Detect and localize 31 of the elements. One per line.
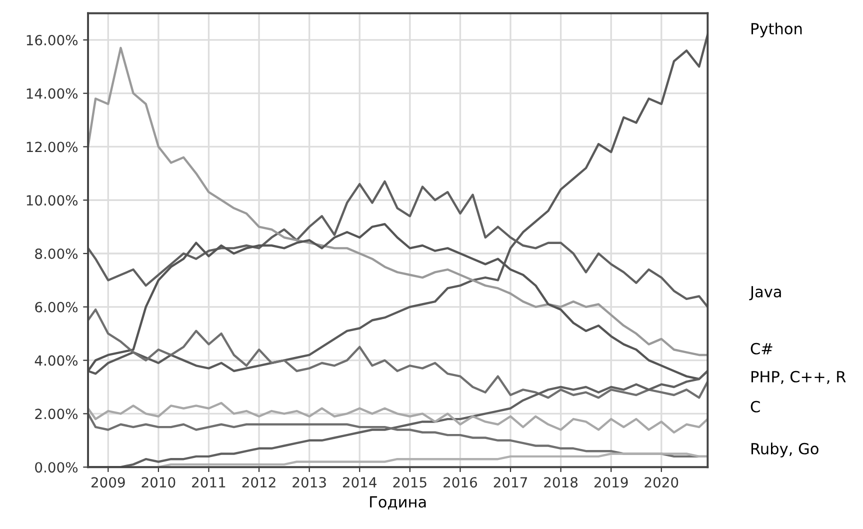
y-tick-label: 8.00% — [35, 248, 78, 259]
x-tick-label: 2014 — [342, 477, 377, 488]
line-series — [88, 402, 708, 434]
y-tick-label: 4.00% — [34, 355, 78, 366]
x-tick-label: 2020 — [644, 477, 678, 488]
x-tick-label: 2009 — [91, 477, 125, 488]
x-tick-label: 2015 — [393, 477, 426, 488]
x-tick-label: 2017 — [494, 477, 527, 488]
line-series — [157, 452, 708, 468]
text: C — [750, 400, 760, 412]
y-tick-label: 2.00% — [35, 408, 78, 420]
text: Python — [752, 22, 802, 38]
x-axis-title: Година — [370, 496, 426, 510]
text: Ruby, Go — [752, 442, 818, 458]
x-tick-label: 2010 — [142, 477, 176, 488]
line-series — [88, 308, 708, 399]
x-tick-label: 2011 — [192, 477, 226, 488]
y-tick-label: 12.00% — [26, 142, 78, 152]
text: PHP, C++, R — [752, 370, 846, 384]
y-tick-label: 6.00% — [35, 302, 78, 312]
text: Java — [749, 286, 781, 300]
text: C# — [750, 342, 772, 354]
y-tick-label: 10.00% — [26, 195, 78, 206]
x-tick-label: 2018 — [544, 477, 578, 488]
y-tick-label: 16.00% — [26, 34, 78, 46]
x-tick-label: 2016 — [444, 477, 478, 488]
x-tick-label: 2012 — [242, 477, 276, 488]
x-tick-label: 2019 — [594, 477, 628, 488]
y-tick-label: 0.00% — [35, 462, 78, 473]
x-tick-label: 2013 — [292, 477, 326, 488]
y-tick-label: 14.00% — [26, 88, 78, 99]
